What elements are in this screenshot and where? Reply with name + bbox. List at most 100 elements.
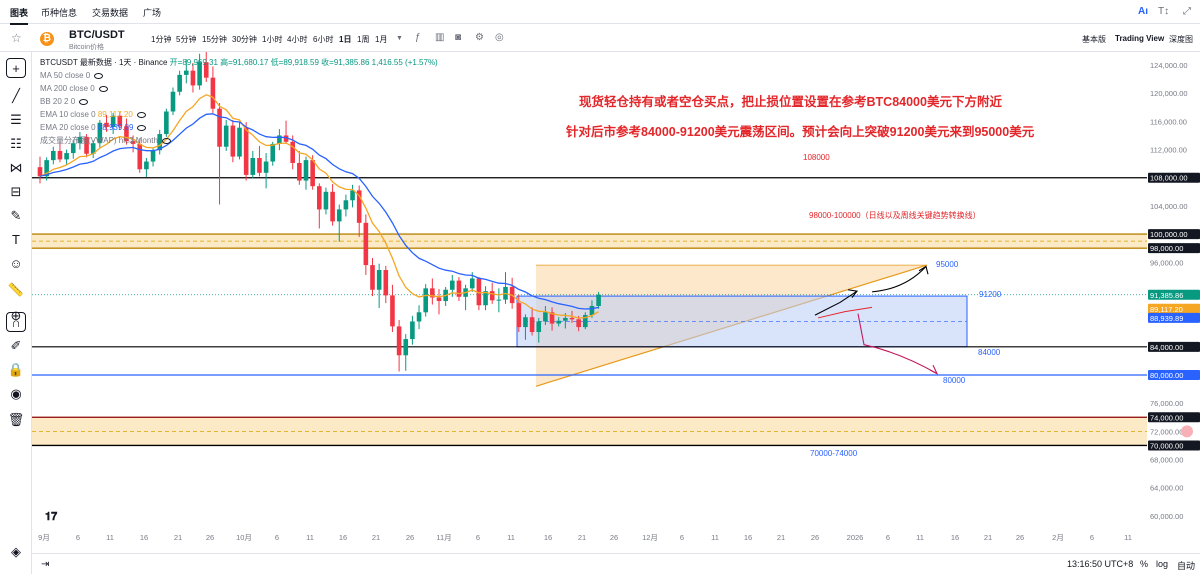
price-tag-98000: 98,000.00 <box>1150 244 1183 253</box>
fib-icon[interactable]: ☷ <box>10 136 22 151</box>
y-tick-label: 124,000.00 <box>1150 61 1188 70</box>
trend-line-icon[interactable]: ╱ <box>12 88 20 103</box>
legend-vwap[interactable]: 成交量分布图(VWAP) hlc3 Month <box>40 134 438 147</box>
legend-bb[interactable]: BB 20 2 0 <box>40 95 438 108</box>
text-icon[interactable]: T <box>12 232 20 247</box>
trash-icon[interactable]: 🗑 <box>7 412 25 427</box>
eye-hidden-icon[interactable] <box>98 85 108 92</box>
timeframe-15m[interactable]: 15分钟 <box>202 35 227 44</box>
bottom-bar: ⇥ 13:16:50 UTC+8 % log 自动 <box>32 553 1200 574</box>
ema10-line <box>39 94 599 319</box>
candle-body <box>569 317 575 320</box>
timeframe-dropdown-icon[interactable]: ▼ <box>396 35 403 42</box>
emoji-icon[interactable]: ☺ <box>9 256 23 271</box>
ruler-icon[interactable]: 📏 <box>7 282 25 297</box>
x-tick-label: 21 <box>174 533 182 542</box>
lock-icon[interactable]: 🔒 <box>7 362 25 377</box>
measure-icon[interactable]: ⊟ <box>10 184 22 199</box>
legend-bb-label: BB 20 2 0 <box>40 97 76 106</box>
tab-coin-info[interactable]: 币种信息 <box>41 8 78 18</box>
timeframe-1d[interactable]: 1日 <box>339 35 352 44</box>
eye-hidden-icon[interactable] <box>161 137 171 144</box>
annotation-line-2: 针对后市参考84000-91200美元震荡区间。预计会向上突破91200美元来到… <box>566 125 1035 139</box>
reset-icon[interactable]: ◎ <box>495 32 504 43</box>
candle-body <box>416 312 422 322</box>
timeframe-5m[interactable]: 5分钟 <box>176 35 197 44</box>
basic-view-button[interactable]: 基本版 <box>1082 35 1106 44</box>
x-tick-label: 16 <box>951 533 959 542</box>
symbol-title[interactable]: BTC/USDT <box>69 29 125 41</box>
candle-body <box>596 294 601 306</box>
price-tag-100000-bg <box>1148 229 1200 240</box>
legend-title: BTCUSDT 最新数据 · 1天 · Binance <box>40 58 168 67</box>
label-91200: 91200 <box>979 290 1002 299</box>
legend-close: 收=91,385.86 <box>321 58 370 67</box>
log-toggle[interactable]: log <box>1156 559 1169 569</box>
tab-square[interactable]: 广场 <box>143 8 162 18</box>
tab-chart[interactable]: 图表 <box>10 8 29 25</box>
candle-body <box>383 270 389 296</box>
chart-type-icon[interactable]: ▥ <box>435 32 445 43</box>
candle-body <box>396 326 402 356</box>
pattern-icon[interactable]: ⋈ <box>9 160 23 175</box>
timeframe-1mo[interactable]: 1月 <box>375 35 388 44</box>
timeframe-1w[interactable]: 1周 <box>357 35 370 44</box>
depth-chart-button[interactable]: 深度图 <box>1169 35 1193 44</box>
timeframe-1h[interactable]: 1小时 <box>262 35 283 44</box>
candle-body <box>376 270 382 290</box>
timeframe-6h[interactable]: 6小时 <box>313 35 334 44</box>
candle-body <box>144 161 149 170</box>
zoom-icon[interactable]: ⊕ <box>10 308 22 323</box>
target-95000-arrow <box>871 266 927 293</box>
price-chart[interactable]: 124,000.00 120,000.00 116,000.00 112,000.00… <box>32 52 1200 553</box>
legend-high: 高=91,680.17 <box>220 58 269 67</box>
candle-body <box>529 317 535 333</box>
eye-icon[interactable]: ◉ <box>10 386 22 401</box>
candle-body <box>483 291 488 306</box>
arrow-head <box>929 364 939 375</box>
x-tick-label: 21 <box>984 533 992 542</box>
settings-icon[interactable]: ⚙ <box>475 32 484 43</box>
crosshair-icon[interactable]: + <box>6 58 26 78</box>
candle-body <box>363 222 369 266</box>
candle-body <box>124 126 129 142</box>
x-tick-label: 10月 <box>236 533 252 542</box>
eye-hidden-icon[interactable] <box>94 72 104 79</box>
timeframe-30m[interactable]: 30分钟 <box>232 35 257 44</box>
fullscreen-icon[interactable]: ⤢ <box>1183 6 1191 17</box>
magnet-icon[interactable]: ∩ <box>6 312 26 332</box>
tab-trading-data[interactable]: 交易数据 <box>92 8 129 18</box>
y-tick-label: 116,000.00 <box>1150 117 1187 126</box>
x-tick-label: 26 <box>406 533 414 542</box>
horizontal-lines-icon[interactable]: ☰ <box>10 112 22 127</box>
ai-icon[interactable]: Aı <box>1138 6 1148 17</box>
x-tick-label: 26 <box>811 533 819 542</box>
indicators-icon[interactable]: ƒ <box>415 32 421 43</box>
layers-icon[interactable]: ◈ <box>11 544 21 559</box>
auto-toggle[interactable]: 自动 <box>1177 561 1196 571</box>
legend-ma50[interactable]: MA 50 close 0 <box>40 69 438 82</box>
tradingview-button[interactable]: Trading View <box>1115 34 1165 43</box>
x-tick-label: 9月 <box>38 533 50 542</box>
label-95000: 95000 <box>936 260 959 269</box>
font-size-icon[interactable]: T↕ <box>1158 6 1170 17</box>
percent-toggle[interactable]: % <box>1140 559 1149 569</box>
eye-hidden-icon[interactable] <box>137 124 147 131</box>
candle-body <box>77 136 83 144</box>
eye-hidden-icon[interactable] <box>79 98 89 105</box>
timeframe-1m[interactable]: 1分钟 <box>151 35 172 44</box>
legend-ema20[interactable]: EMA 20 close 0 88,939.89 <box>40 121 438 134</box>
legend-ema10[interactable]: EMA 10 close 0 89,117.20 <box>40 108 438 121</box>
date-range-icon[interactable]: ⇥ <box>41 559 50 570</box>
eye-hidden-icon[interactable] <box>136 111 146 118</box>
camera-icon[interactable]: ◙ <box>455 32 462 43</box>
brush-icon[interactable]: ✎ <box>10 208 22 223</box>
legend-ma200[interactable]: MA 200 close 0 <box>40 82 438 95</box>
candle-body <box>390 295 395 327</box>
pencil-lock-icon[interactable]: ✐ <box>10 338 22 353</box>
candle-body <box>110 115 116 127</box>
favorite-star-icon[interactable]: ☆ <box>11 31 22 45</box>
candle-body <box>203 62 209 78</box>
timeframe-4h[interactable]: 4小时 <box>287 35 308 44</box>
price-tag-98000-bg <box>1148 243 1200 254</box>
